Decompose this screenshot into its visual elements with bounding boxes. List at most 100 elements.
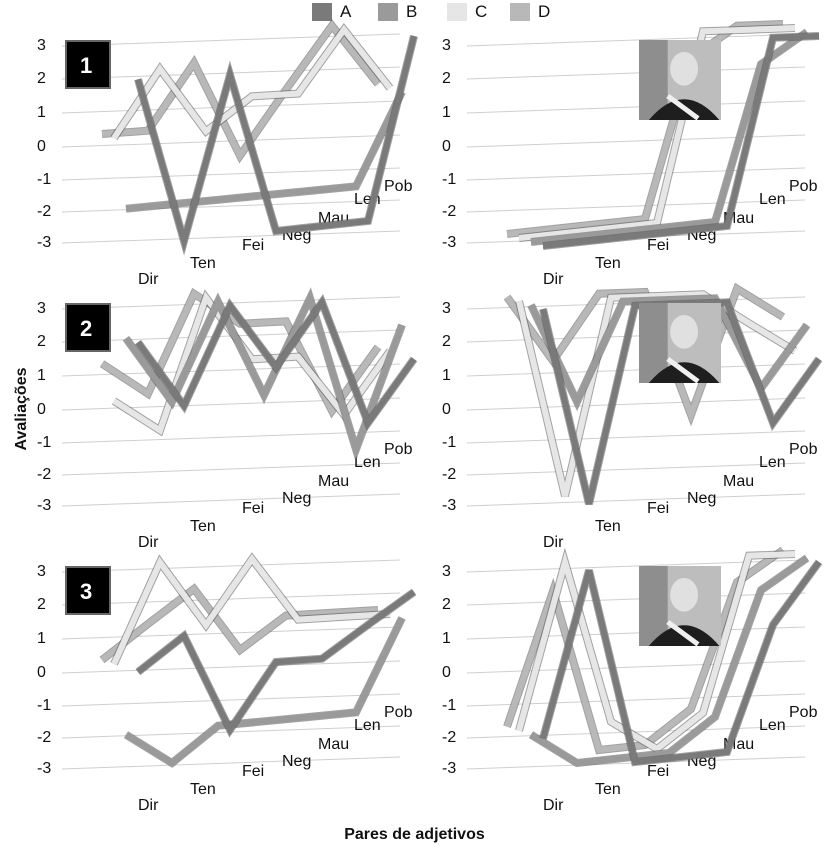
photo-flag	[639, 566, 668, 646]
y-tick-label: -2	[37, 203, 51, 220]
legend-label: B	[406, 2, 418, 21]
gridlines	[466, 33, 806, 244]
gridline	[466, 462, 806, 476]
panel-badge: 3	[65, 566, 111, 615]
legend-swatch	[447, 3, 467, 21]
x-tick-label: Dir	[138, 797, 159, 814]
x-tick-label: Dir	[543, 534, 564, 551]
gridline	[61, 167, 401, 181]
gridline	[466, 493, 806, 507]
x-tick-label: Pob	[384, 704, 413, 721]
y-tick-label: 0	[37, 664, 46, 681]
legend-item-d: D	[510, 2, 550, 22]
legend-label: D	[538, 2, 551, 21]
gridlines	[61, 559, 401, 770]
panel-badge-box	[65, 40, 111, 89]
gridline	[61, 100, 401, 114]
y-tick-label: -2	[442, 203, 456, 220]
gridline	[466, 329, 806, 343]
y-tick-label: -3	[442, 760, 456, 777]
x-tick-label: Pob	[384, 178, 413, 195]
y-tick-label: -2	[442, 729, 456, 746]
x-tick-label: Len	[759, 191, 786, 208]
x-tick-label: Fei	[242, 763, 264, 780]
y-tick-label: -3	[442, 234, 456, 251]
x-tick-label: Mau	[723, 473, 754, 490]
x-tick-label: Neg	[687, 490, 716, 507]
y-tick-label: 0	[442, 401, 451, 418]
y-tick-label: 0	[442, 138, 451, 155]
legend-item-a: A	[312, 2, 351, 22]
x-tick-label: Len	[759, 717, 786, 734]
series-ribbons	[101, 19, 418, 256]
gridline	[61, 756, 401, 770]
x-tick-label: Mau	[318, 473, 349, 490]
y-tick-label: 1	[37, 630, 46, 647]
x-tick-label: Dir	[543, 797, 564, 814]
series-ribbons	[99, 552, 417, 768]
x-tick-label: Ten	[595, 255, 621, 272]
x-tick-label: Pob	[789, 178, 818, 195]
x-tick-label: Ten	[595, 781, 621, 798]
legend-item-b: B	[378, 2, 417, 22]
gridline	[61, 493, 401, 507]
y-tick-label: 2	[37, 596, 46, 613]
y-tick-label: 3	[37, 563, 46, 580]
photo-face	[670, 578, 699, 612]
y-tick-label: 2	[442, 70, 451, 87]
gridline	[61, 199, 401, 213]
y-tick-label: -2	[37, 729, 51, 746]
gridline	[61, 559, 401, 573]
y-tick-label: 0	[442, 664, 451, 681]
y-tick-label: -3	[442, 497, 456, 514]
x-tick-label: Neg	[282, 490, 311, 507]
x-tick-label: Ten	[190, 518, 216, 535]
photo-flag	[639, 303, 668, 383]
x-tick-label: Pob	[384, 441, 413, 458]
legend-swatch	[312, 3, 332, 21]
y-tick-label: -1	[442, 697, 456, 714]
y-tick-label: 3	[37, 300, 46, 317]
gridline	[61, 462, 401, 476]
y-tick-label: -3	[37, 234, 51, 251]
y-tick-label: -3	[37, 760, 51, 777]
y-tick-label: -1	[37, 697, 51, 714]
gridline	[61, 230, 401, 244]
x-tick-label: Fei	[242, 500, 264, 517]
x-tick-label: Dir	[543, 271, 564, 288]
legend-label: C	[475, 2, 488, 21]
panel-badge-box	[65, 566, 111, 615]
y-tick-label: 2	[37, 333, 46, 350]
gridline	[61, 660, 401, 674]
x-tick-label: Fei	[242, 237, 264, 254]
y-tick-label: -1	[442, 434, 456, 451]
y-tick-label: 1	[442, 104, 451, 121]
x-tick-label: Neg	[282, 753, 311, 770]
legend-swatch	[378, 3, 398, 21]
panel-badge-number: 1	[80, 53, 92, 78]
gridline	[466, 199, 806, 213]
x-tick-label: Dir	[138, 534, 159, 551]
x-tick-label: Pob	[789, 441, 818, 458]
gridline	[466, 430, 806, 444]
gridline	[61, 693, 401, 707]
x-tick-label: Ten	[595, 518, 621, 535]
panel-badge: 1	[65, 40, 111, 89]
y-tick-label: -2	[37, 466, 51, 483]
y-tick-label: -1	[442, 171, 456, 188]
portrait-photo-1-icon	[639, 40, 721, 121]
y-tick-label: -2	[442, 466, 456, 483]
x-tick-label: Len	[759, 454, 786, 471]
portrait-photo-2-icon	[639, 303, 721, 384]
gridline	[61, 592, 401, 606]
panel-badge-number: 3	[80, 579, 92, 604]
y-tick-label: 1	[442, 630, 451, 647]
series-line-b	[124, 616, 405, 767]
gridline	[466, 33, 806, 47]
legend-label: A	[340, 2, 352, 21]
